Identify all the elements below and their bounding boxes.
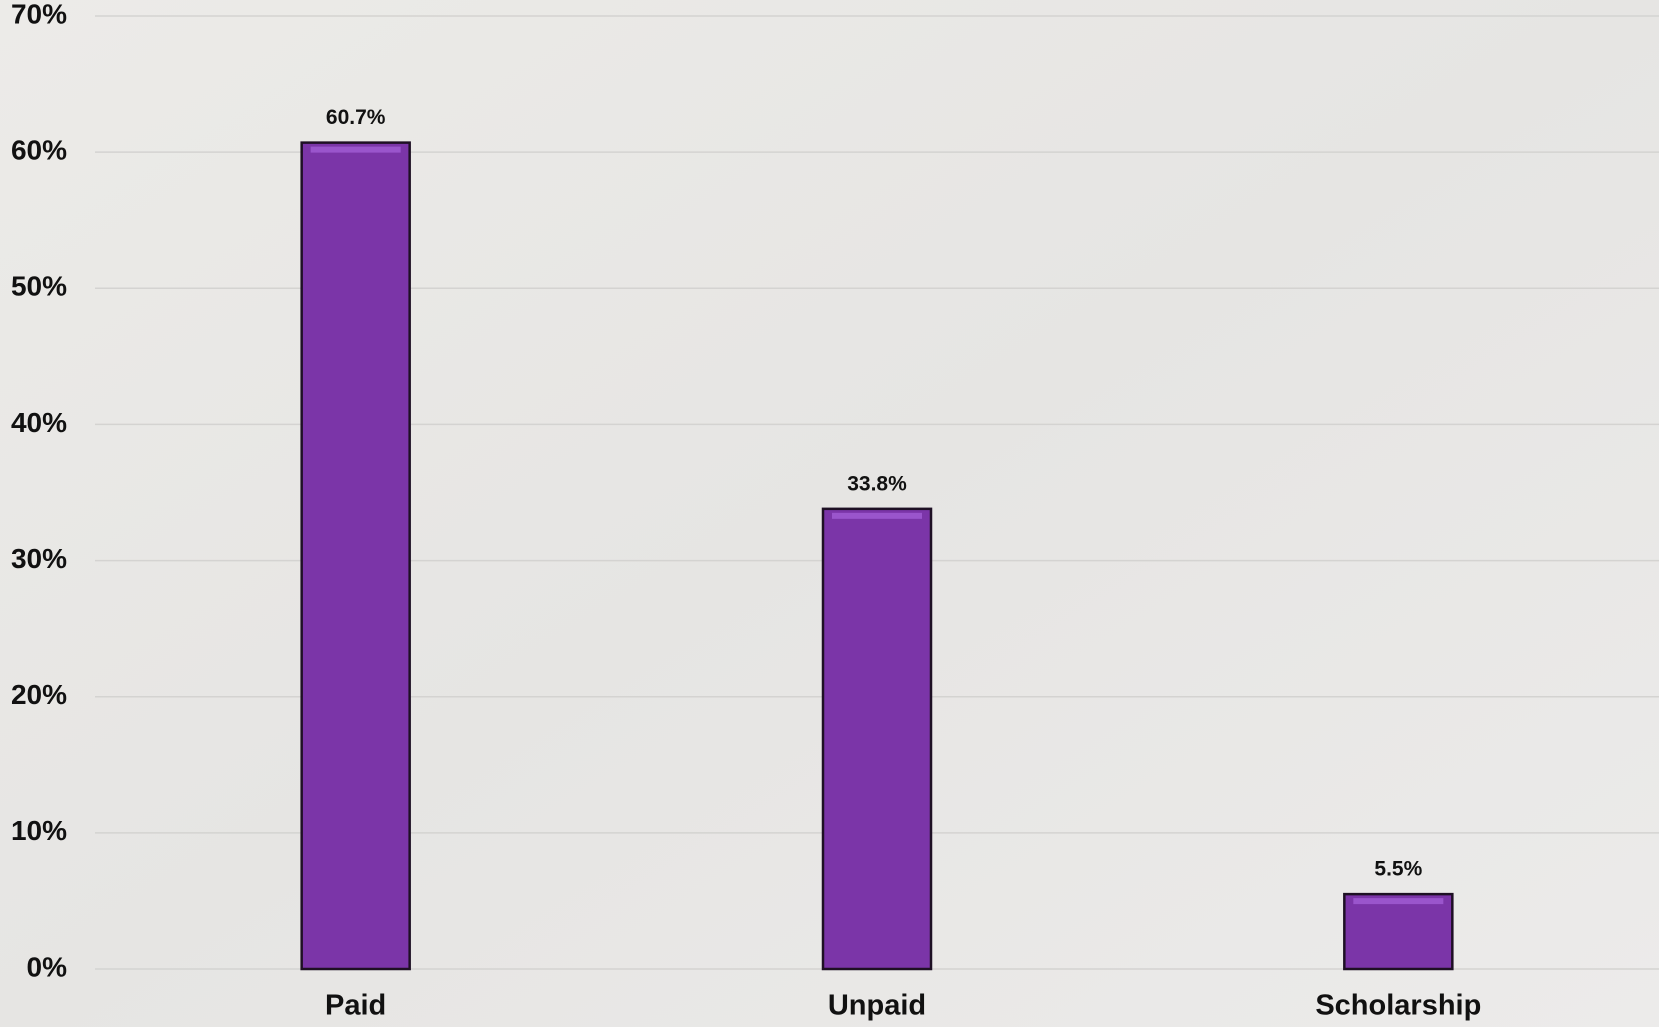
bar-highlight	[832, 512, 922, 519]
y-tick-label: 10%	[11, 815, 67, 846]
y-tick-label: 70%	[11, 0, 67, 29]
y-tick-label: 40%	[11, 407, 67, 438]
value-label: 33.8%	[847, 472, 907, 495]
x-tick-label: Unpaid	[828, 990, 926, 1022]
x-tick-label: Paid	[325, 990, 386, 1022]
y-tick-label: 60%	[11, 135, 67, 166]
x-tick-label: Scholarship	[1315, 990, 1481, 1022]
bar	[300, 141, 411, 971]
y-tick-label: 30%	[11, 543, 67, 574]
y-tick-label: 20%	[11, 679, 67, 710]
bar	[1343, 892, 1454, 971]
bar	[821, 507, 933, 971]
y-tick-label: 50%	[11, 271, 67, 302]
y-tick-label: 0%	[27, 951, 68, 982]
value-label: 5.5%	[1374, 858, 1422, 881]
bar-highlight	[1353, 898, 1444, 905]
value-label: 60.7%	[326, 106, 386, 129]
bar-highlight	[310, 146, 401, 153]
